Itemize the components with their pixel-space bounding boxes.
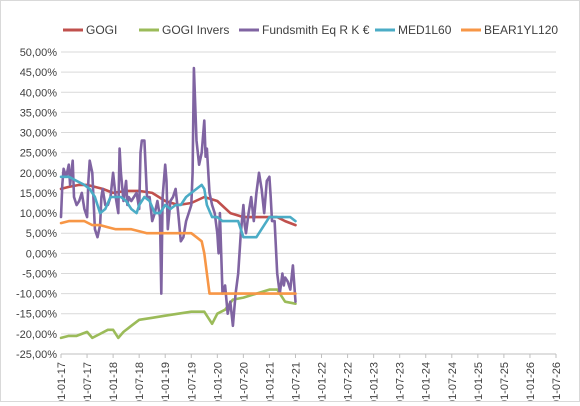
y-tick-label: -15,00% xyxy=(16,309,57,321)
y-tick-label: 15,00% xyxy=(20,188,58,200)
y-tick-label: 5,00% xyxy=(26,228,57,240)
legend-label: GOGI Invers xyxy=(162,23,229,37)
x-tick-label: 01-01-24 xyxy=(421,362,433,401)
x-tick-label: 01-01-21 xyxy=(264,362,276,401)
x-tick-label: 01-07-23 xyxy=(395,362,407,401)
legend-label: BEAR1YL120 xyxy=(484,23,558,37)
y-tick-label: 40,00% xyxy=(20,87,58,99)
x-tick-label: 01-01-23 xyxy=(369,362,381,401)
y-tick-label: 10,00% xyxy=(20,208,58,220)
x-tick-label: 01-01-26 xyxy=(525,362,537,401)
y-tick-label: -25,00% xyxy=(16,349,57,361)
x-axis: 01-01-17 01-07-17 01-01-18 01-07-18 01-01-19… xyxy=(56,353,563,406)
y-tick-label: 50,00% xyxy=(20,47,58,59)
y-tick-label: -20,00% xyxy=(16,329,57,341)
y-tick-label: 20,00% xyxy=(20,168,58,180)
series-line-0 xyxy=(59,183,297,227)
x-tick-label: 01-07-21 xyxy=(290,362,302,401)
x-tick-label: 01-07-26 xyxy=(551,362,563,401)
legend-label: MED1L60 xyxy=(398,23,452,37)
x-tick-label: 01-01-19 xyxy=(160,362,172,401)
legend-label: Fundsmith Eq R K € xyxy=(262,23,370,37)
x-tick-label: 01-07-17 xyxy=(82,362,94,401)
x-tick-label: 01-07-25 xyxy=(499,362,511,401)
x-tick-label: 01-01-22 xyxy=(317,362,329,401)
y-tick-label: 0,00% xyxy=(26,248,57,260)
x-tick-label: 01-07-18 xyxy=(134,362,146,401)
legend: GOGI GOGI Invers Fundsmith Eq R K € MED1L60… xyxy=(63,23,558,37)
y-tick-label: -10,00% xyxy=(16,289,57,301)
legend-label: GOGI xyxy=(86,23,117,37)
series-line-4 xyxy=(59,219,297,295)
x-tick-label: 01-01-20 xyxy=(212,362,224,401)
y-tick-label: 35,00% xyxy=(20,107,58,119)
series-line-3 xyxy=(59,175,297,239)
y-axis: 50,00% 45,00% 40,00% 35,00% 30,00% 25,00% 20,0… xyxy=(16,47,57,361)
x-tick-label: 01-01-25 xyxy=(473,362,485,401)
y-tick-label: 45,00% xyxy=(20,67,58,79)
y-tick-label: 30,00% xyxy=(20,128,58,140)
x-tick-label: 01-07-20 xyxy=(238,362,250,401)
gridlines xyxy=(61,51,556,355)
y-tick-label: -5,00% xyxy=(22,268,57,280)
y-tick-label: 25,00% xyxy=(20,148,58,160)
x-tick-label: 01-07-22 xyxy=(343,362,355,401)
series-line-1 xyxy=(59,288,297,340)
x-tick-label: 01-01-17 xyxy=(56,362,68,401)
x-tick-label: 01-01-18 xyxy=(108,362,120,401)
series-layer xyxy=(59,66,297,340)
series-line-2 xyxy=(59,66,297,328)
x-tick-label: 01-07-19 xyxy=(186,362,198,401)
x-tick-label: 01-07-24 xyxy=(447,362,459,401)
